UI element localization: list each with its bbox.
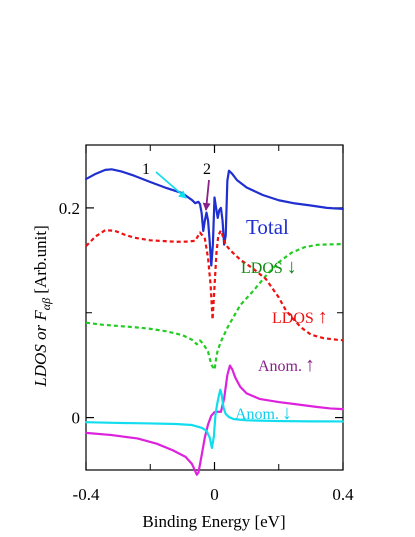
total-label: Total xyxy=(246,215,289,239)
x-axis-label: Binding Energy [eV] xyxy=(142,512,285,531)
y-axis-label-sub: αβ xyxy=(39,298,53,310)
series-line-ldos-down xyxy=(85,242,344,371)
y-axis-label-f: F xyxy=(31,310,50,322)
y-tick-label-1: 0.2 xyxy=(59,199,80,218)
y-tick-label-0: 0 xyxy=(72,409,81,428)
anom-up-label: Anom. ↑ xyxy=(258,354,315,376)
ldos-down-text: LDOS xyxy=(241,260,283,277)
anom-up-text: Anom. xyxy=(258,358,302,375)
anom-down-arrow-icon: ↓ xyxy=(282,402,292,424)
anom-up-arrow-icon: ↑ xyxy=(305,354,315,376)
marker-2-label: 2 xyxy=(203,161,211,178)
anom-down-text: Anom. xyxy=(235,406,279,423)
x-tick-label-0: -0.4 xyxy=(73,485,100,504)
marker-2-arrow xyxy=(202,179,211,211)
y-axis-label-ldos: LDOS or xyxy=(31,321,50,388)
y-axis-label: LDOS or Fαβ [Arb.unit] xyxy=(31,225,53,388)
ldos-up-arrow-icon: ↑ xyxy=(318,306,328,328)
marker-1-arrow xyxy=(155,171,187,199)
ldos-up-text: LDOS xyxy=(272,310,314,327)
axis-ticks: -0.4 0 0.4 0 0.2 xyxy=(59,145,354,504)
series-line-anom-down xyxy=(84,388,345,450)
series-line-total xyxy=(84,168,345,267)
series-layer xyxy=(84,168,345,476)
series-line-anom-up xyxy=(84,364,345,476)
x-tick-label-2: 0.4 xyxy=(332,485,354,504)
series-line-ldos-up xyxy=(85,229,344,342)
ldos-down-label: LDOS ↓ xyxy=(241,256,297,278)
y-axis-label-unit: [Arb.unit] xyxy=(31,225,50,298)
x-tick-label-1: 0 xyxy=(210,485,219,504)
ldos-up-label: LDOS ↑ xyxy=(272,306,328,328)
marker-1-label: 1 xyxy=(142,161,150,178)
anom-down-label: Anom. ↓ xyxy=(235,402,292,424)
ldos-down-arrow-icon: ↓ xyxy=(287,256,297,278)
